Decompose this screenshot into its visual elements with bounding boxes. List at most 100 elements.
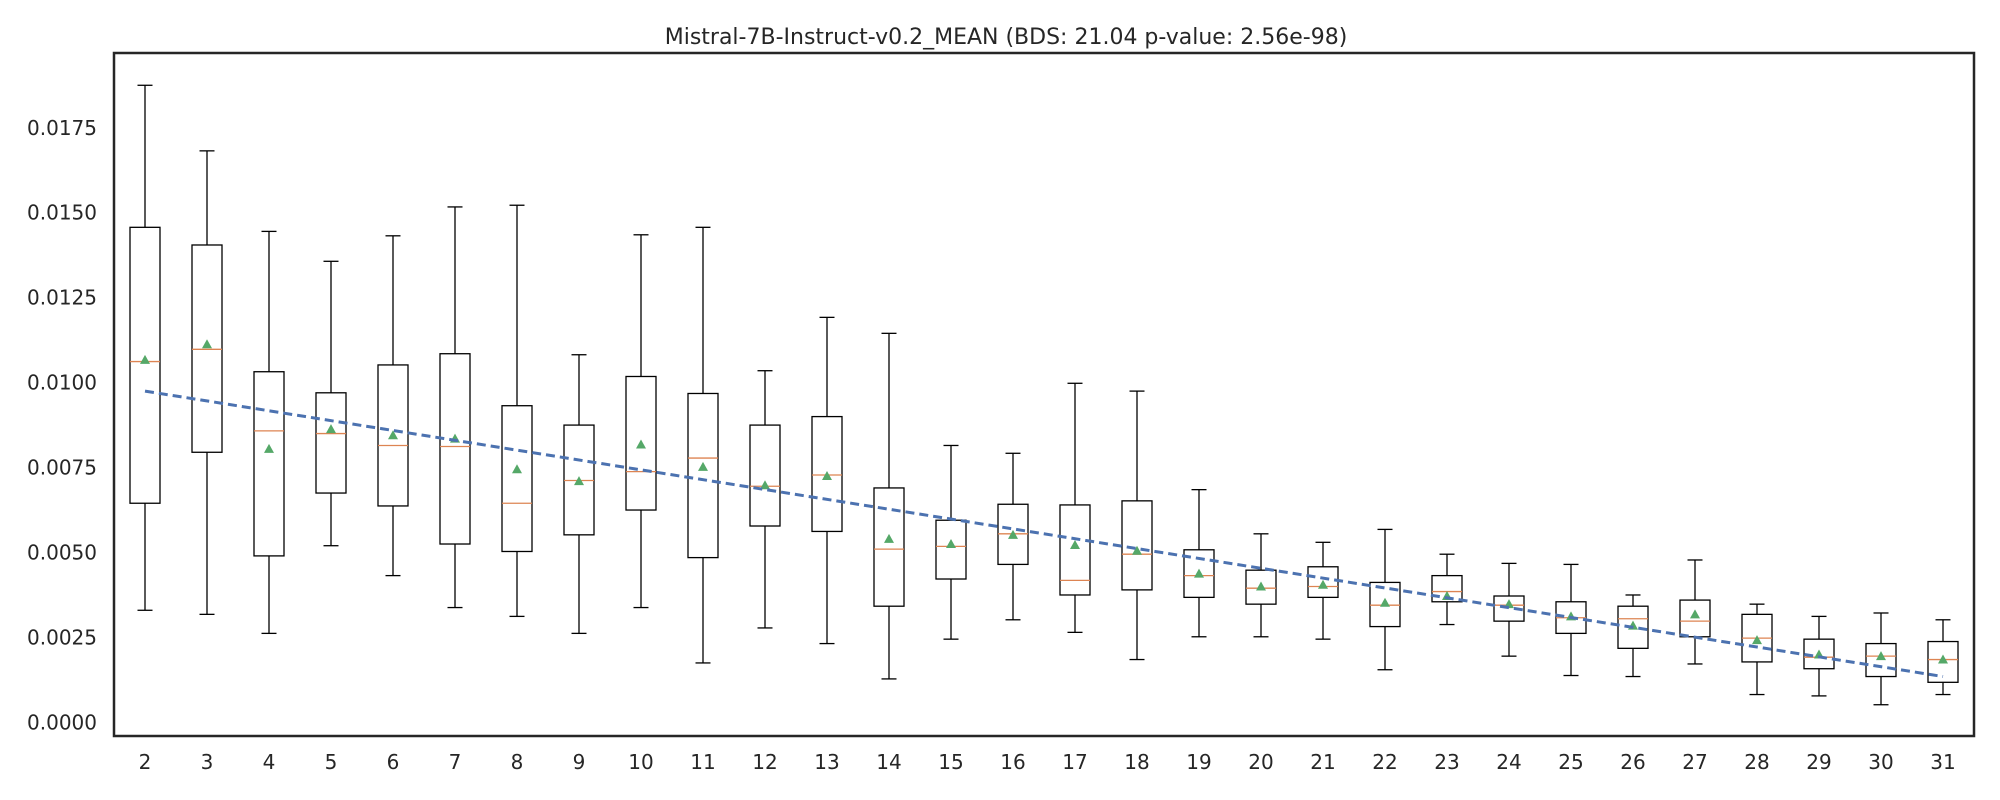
y-tick-label: 0.0075	[27, 456, 97, 480]
y-tick-label: 0.0025	[27, 625, 97, 649]
x-tick-label: 18	[1124, 750, 1149, 774]
x-tick-label: 21	[1310, 750, 1335, 774]
x-tick-label: 10	[628, 750, 653, 774]
mean-marker	[1132, 545, 1142, 555]
box-item	[1369, 528, 1401, 671]
x-axis: 2 3 4 5 6 7 8 9 10 11 12 13 14 15 16 17 18 19 20 21 22 23 24 25…	[139, 750, 1956, 774]
mean-marker	[1690, 609, 1700, 619]
box-item	[1741, 603, 1773, 696]
x-tick-label: 7	[449, 750, 462, 774]
box-item	[749, 370, 781, 629]
x-tick-label: 13	[814, 750, 839, 774]
y-tick-label: 0.0100	[27, 371, 97, 395]
y-tick-label: 0.0150	[27, 201, 97, 225]
mean-marker	[1318, 579, 1328, 589]
box-item	[997, 452, 1029, 621]
box-iqr	[1121, 500, 1153, 591]
mean-marker	[760, 480, 770, 490]
y-axis: 0.0000 0.0025 0.0050 0.0075 0.0100 0.0125 0.01…	[27, 116, 97, 735]
box-iqr	[501, 405, 533, 553]
y-tick-label: 0.0175	[27, 116, 97, 140]
x-tick-label: 16	[1000, 750, 1025, 774]
box-iqr	[315, 392, 347, 494]
box-item	[129, 84, 161, 611]
x-tick-label: 17	[1062, 750, 1087, 774]
x-tick-label: 25	[1558, 750, 1583, 774]
mean-marker	[822, 471, 832, 481]
box-item	[315, 260, 347, 547]
x-tick-label: 6	[387, 750, 400, 774]
box-iqr	[873, 487, 905, 607]
mean-marker	[1752, 635, 1762, 645]
mean-marker	[1876, 651, 1886, 661]
mean-marker	[574, 476, 584, 486]
x-tick-label: 20	[1248, 750, 1273, 774]
box-item	[253, 230, 285, 635]
box-item	[1121, 390, 1153, 661]
box-item	[1679, 559, 1711, 665]
box-series	[129, 84, 1959, 706]
mean-marker	[1194, 568, 1204, 578]
x-tick-label: 31	[1930, 750, 1955, 774]
box-iqr	[377, 364, 409, 507]
box-item	[191, 150, 223, 616]
y-tick-label: 0.0125	[27, 286, 97, 310]
mean-marker	[1380, 597, 1390, 607]
box-iqr	[253, 371, 285, 557]
mean-marker	[326, 424, 336, 434]
box-item	[439, 206, 471, 609]
mean-marker	[698, 461, 708, 471]
x-tick-label: 23	[1434, 750, 1459, 774]
y-tick-label: 0.0000	[27, 710, 97, 734]
box-item	[935, 444, 967, 640]
mean-marker	[946, 539, 956, 549]
mean-marker	[202, 339, 212, 349]
x-tick-label: 26	[1620, 750, 1645, 774]
box-item	[377, 235, 409, 577]
x-tick-label: 3	[201, 750, 214, 774]
x-tick-label: 11	[690, 750, 715, 774]
x-tick-label: 27	[1682, 750, 1707, 774]
x-tick-label: 9	[573, 750, 586, 774]
box-item	[1307, 541, 1339, 640]
x-tick-label: 22	[1372, 750, 1397, 774]
x-tick-label: 19	[1186, 750, 1211, 774]
box-iqr	[129, 226, 161, 504]
trend-line	[144, 389, 1944, 679]
mean-marker	[388, 430, 398, 440]
x-tick-label: 5	[325, 750, 338, 774]
mean-marker	[1256, 581, 1266, 591]
x-tick-label: 15	[938, 750, 963, 774]
box-iqr	[1307, 566, 1339, 599]
x-tick-label: 28	[1744, 750, 1769, 774]
x-tick-label: 4	[263, 750, 276, 774]
box-iqr	[1059, 504, 1091, 596]
box-item	[811, 316, 843, 645]
mean-marker	[884, 533, 894, 543]
box-item	[625, 234, 657, 609]
mean-marker	[1938, 654, 1948, 664]
mean-marker	[1008, 529, 1018, 539]
box-item	[1059, 382, 1091, 634]
mean-marker	[636, 439, 646, 449]
x-tick-label: 24	[1496, 750, 1521, 774]
y-tick-label: 0.0050	[27, 541, 97, 565]
box-item	[563, 354, 595, 635]
box-iqr	[687, 392, 719, 559]
x-tick-label: 14	[876, 750, 901, 774]
box-item	[1245, 533, 1277, 638]
x-tick-label: 29	[1806, 750, 1831, 774]
x-tick-label: 2	[139, 750, 152, 774]
box-item	[1865, 612, 1897, 706]
box-iqr	[749, 424, 781, 527]
mean-marker	[140, 354, 150, 364]
mean-marker	[1070, 540, 1080, 550]
plot-frame	[112, 51, 1976, 738]
trend-line-group	[144, 389, 1944, 679]
box-iqr	[1679, 599, 1711, 638]
mean-marker	[264, 443, 274, 453]
box-item	[687, 226, 719, 664]
box-iqr	[935, 519, 967, 580]
